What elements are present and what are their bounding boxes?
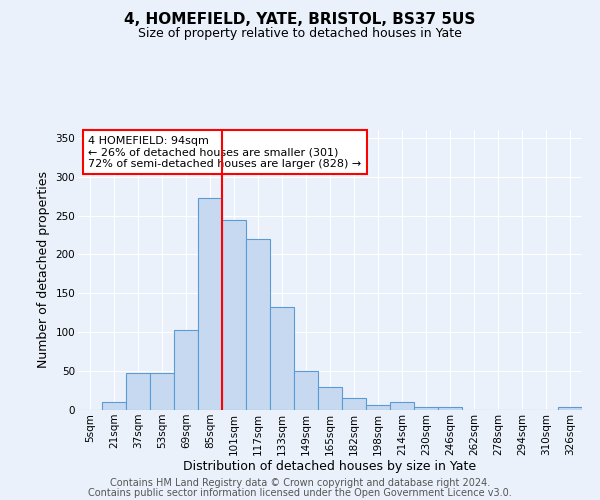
X-axis label: Distribution of detached houses by size in Yate: Distribution of detached houses by size … — [184, 460, 476, 473]
Bar — [390, 402, 414, 410]
Bar — [126, 374, 150, 410]
Bar — [222, 220, 246, 410]
Text: 4, HOMEFIELD, YATE, BRISTOL, BS37 5US: 4, HOMEFIELD, YATE, BRISTOL, BS37 5US — [124, 12, 476, 28]
Bar — [438, 407, 462, 410]
Text: Contains HM Land Registry data © Crown copyright and database right 2024.: Contains HM Land Registry data © Crown c… — [110, 478, 490, 488]
Bar — [414, 407, 438, 410]
Bar — [342, 398, 366, 410]
Bar — [294, 371, 318, 410]
Y-axis label: Number of detached properties: Number of detached properties — [37, 172, 50, 368]
Text: Size of property relative to detached houses in Yate: Size of property relative to detached ho… — [138, 28, 462, 40]
Bar — [366, 406, 390, 410]
Bar — [270, 306, 294, 410]
Bar — [174, 330, 198, 410]
Bar — [246, 239, 270, 410]
Text: Contains public sector information licensed under the Open Government Licence v3: Contains public sector information licen… — [88, 488, 512, 498]
Bar — [198, 198, 222, 410]
Bar — [102, 402, 126, 410]
Text: 4 HOMEFIELD: 94sqm
← 26% of detached houses are smaller (301)
72% of semi-detach: 4 HOMEFIELD: 94sqm ← 26% of detached hou… — [88, 136, 361, 169]
Bar — [558, 407, 582, 410]
Bar — [150, 374, 174, 410]
Bar — [318, 388, 342, 410]
